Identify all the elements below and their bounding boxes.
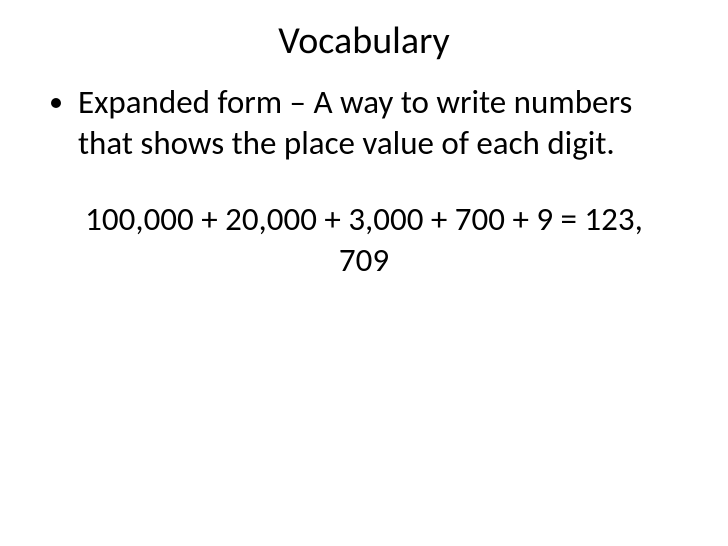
example-expression: 100,000 + 20,000 + 3,000 + 700 + 9 = 123… bbox=[30, 199, 698, 282]
bullet-item: Expanded form – A way to write numbers t… bbox=[78, 82, 698, 165]
example-line-2: 709 bbox=[339, 240, 389, 280]
bullet-term: Expanded form bbox=[78, 82, 282, 122]
example-line-1: 100,000 + 20,000 + 3,000 + 700 + 9 = 123… bbox=[85, 199, 643, 239]
slide: Vocabulary Expanded form – A way to writ… bbox=[0, 0, 728, 546]
slide-title: Vocabulary bbox=[0, 0, 728, 72]
bullet-list: Expanded form – A way to write numbers t… bbox=[30, 82, 698, 165]
slide-body: Expanded form – A way to write numbers t… bbox=[0, 72, 728, 281]
